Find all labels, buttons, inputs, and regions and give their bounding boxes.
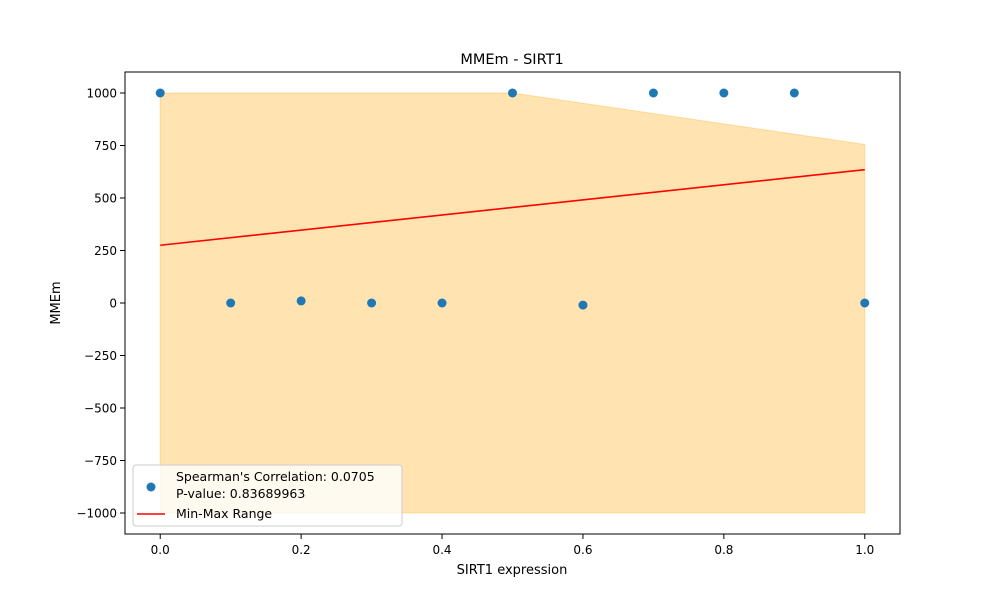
scatter-point <box>296 296 306 306</box>
legend: Spearman's Correlation: 0.0705 P-value: 0… <box>132 464 403 527</box>
scatter-point <box>508 88 517 98</box>
y-tick-label: 1000 <box>86 87 117 101</box>
min-max-range-area <box>159 92 866 514</box>
y-tick-label: 500 <box>94 192 117 206</box>
y-axis: −1000 −750 −500 −250 0 250 500 750 1000 <box>76 87 125 521</box>
x-axis-label: SIRT1 expression <box>457 563 568 578</box>
x-tick-label: 0.2 <box>292 543 311 557</box>
y-tick-label: 0 <box>109 297 117 311</box>
scatter-point <box>226 298 236 308</box>
legend-box <box>132 464 403 527</box>
y-tick-label: 750 <box>94 139 117 153</box>
y-tick-label: −1000 <box>76 507 117 521</box>
scatter-point <box>648 88 658 98</box>
chart-title: MMEm - SIRT1 <box>460 52 563 68</box>
legend-label: Spearman's Correlation: 0.0705 <box>176 469 375 484</box>
y-axis-label: MMEm <box>49 281 64 324</box>
x-axis: 0.0 0.2 0.4 0.6 0.8 1.0 <box>151 534 874 557</box>
x-tick-label: 1.0 <box>855 543 874 557</box>
scatter-point <box>155 88 165 98</box>
scatter-point <box>367 298 377 308</box>
scatter-point <box>860 298 870 308</box>
legend-label: Min-Max Range <box>176 506 272 521</box>
plot-area <box>155 88 870 514</box>
legend-label: P-value: 0.83689963 <box>176 486 305 501</box>
x-tick-label: 0.0 <box>151 543 170 557</box>
scatter-point <box>789 88 799 98</box>
x-tick-label: 0.8 <box>714 543 733 557</box>
y-tick-label: −500 <box>84 402 117 416</box>
y-tick-label: −250 <box>84 349 117 363</box>
x-tick-label: 0.4 <box>432 543 451 557</box>
legend-marker-dot <box>146 482 156 492</box>
min-max-range-line <box>160 168 865 247</box>
scatter-point <box>719 88 729 98</box>
x-tick-label: 0.6 <box>573 543 592 557</box>
y-tick-label: 250 <box>94 244 117 258</box>
y-tick-label: −750 <box>84 454 117 468</box>
scatter-point <box>437 298 447 308</box>
scatter-point <box>578 300 588 310</box>
